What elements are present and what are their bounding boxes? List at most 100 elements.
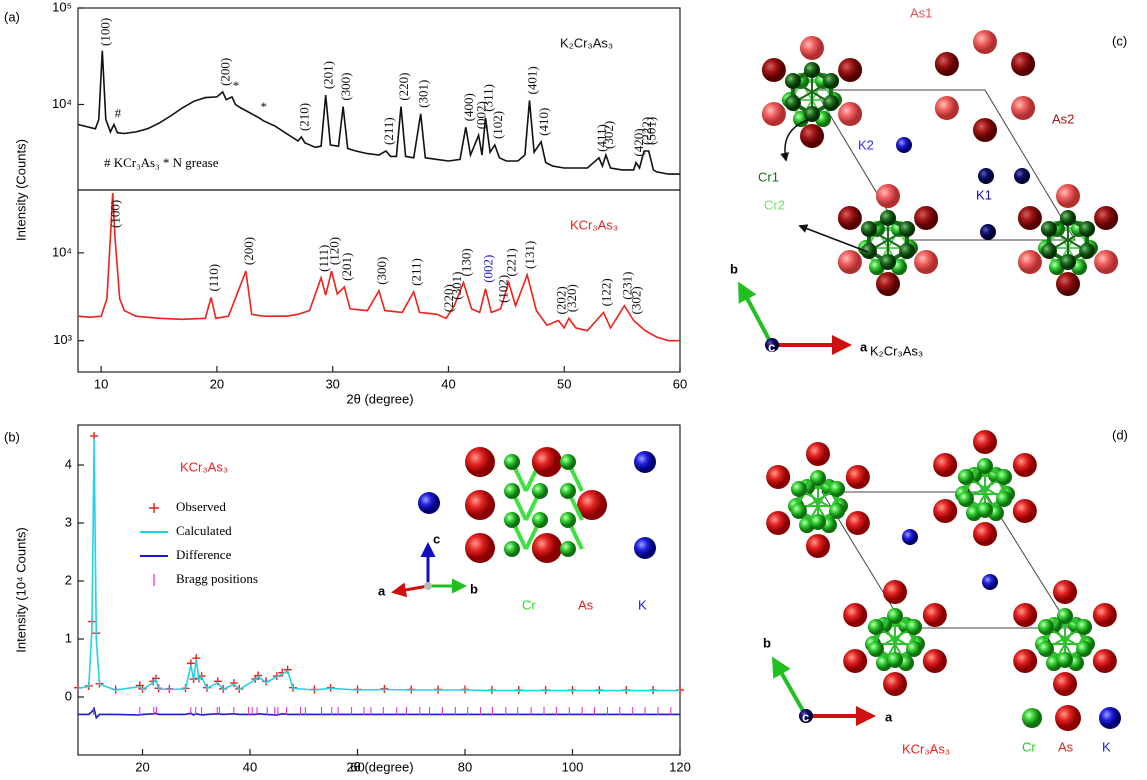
peak-label: (301)	[416, 80, 431, 108]
atom	[996, 491, 1012, 507]
peak-label: (302)	[629, 286, 644, 314]
atom	[504, 512, 520, 528]
y-tick-label: 10⁴	[52, 244, 72, 259]
peak-label: (131)	[522, 241, 537, 269]
atom	[876, 272, 900, 296]
peak-label: (401)	[524, 66, 539, 94]
atom	[980, 224, 996, 240]
atom	[906, 619, 922, 635]
peak-label: *	[261, 99, 268, 114]
atom	[785, 73, 801, 89]
legend-label: Calculated	[176, 523, 232, 538]
structure-title: K₂Cr₃As₃	[870, 343, 923, 358]
x-tick-label: 100	[562, 759, 584, 774]
atom	[1011, 52, 1035, 76]
legend-label: Bragg positions	[176, 571, 258, 586]
atom	[1053, 580, 1077, 604]
note: # KCr₃As₃ * N grease	[104, 155, 219, 170]
atom	[838, 206, 862, 230]
y-axis-label: Intensity (Counts)	[13, 139, 28, 241]
atom	[914, 206, 938, 230]
atom	[1099, 707, 1121, 729]
atom	[1055, 705, 1081, 731]
atom	[1038, 619, 1054, 635]
atom	[806, 534, 830, 558]
atom-label: Cr	[522, 597, 536, 612]
peak-label: (311)	[480, 84, 495, 112]
peak-label: (221)	[504, 248, 519, 276]
atom	[1094, 206, 1118, 230]
peak-label: (302)	[601, 121, 616, 149]
legend-label: Difference	[176, 547, 232, 562]
atom	[1041, 243, 1057, 259]
series-line	[78, 709, 680, 718]
atom	[899, 243, 915, 259]
atom	[1094, 250, 1118, 274]
x-tick-label: 20	[135, 759, 149, 774]
atom	[1013, 499, 1037, 523]
peak-label: (300)	[338, 72, 353, 100]
atom	[914, 250, 938, 274]
atom	[766, 465, 790, 489]
panel-label: (b)	[4, 429, 20, 444]
atom	[958, 491, 974, 507]
atom	[1056, 272, 1080, 296]
peak-label: (220)	[396, 72, 411, 100]
atom	[1018, 250, 1042, 274]
atom	[806, 442, 830, 466]
atom-label: K2	[858, 137, 874, 152]
axis-letter: c	[433, 531, 440, 546]
atom	[532, 448, 560, 476]
atom	[766, 511, 790, 535]
atom	[978, 168, 994, 184]
atom	[933, 499, 957, 523]
atom	[634, 537, 656, 559]
peak-label: (211)	[381, 117, 396, 145]
atom	[1041, 221, 1057, 237]
atom	[973, 430, 997, 454]
y-tick-label: 10⁵	[52, 0, 72, 14]
atom	[1079, 243, 1095, 259]
atom	[532, 483, 548, 499]
atom	[804, 106, 820, 122]
atom	[1013, 603, 1037, 627]
atom	[1057, 652, 1073, 668]
atom	[829, 503, 845, 519]
peak-label: (410)	[536, 108, 551, 136]
atom	[838, 250, 862, 274]
y-tick-label: 10⁴	[52, 96, 72, 111]
panel-label: (a)	[4, 9, 20, 24]
peak-label: (130)	[458, 248, 473, 276]
atom	[1079, 221, 1095, 237]
peak-label: #	[115, 106, 122, 121]
atom-label: Cr	[1022, 739, 1036, 754]
peak-label: (200)	[241, 237, 256, 265]
atom-label: As	[578, 597, 594, 612]
atom	[887, 652, 903, 668]
chart-title: K₂Cr₃As₃	[560, 35, 613, 50]
y-tick-label: 2	[65, 572, 72, 587]
atom	[838, 102, 862, 126]
atom	[861, 221, 877, 237]
chart-title: KCr₃As₃	[570, 217, 618, 232]
atom	[785, 95, 801, 111]
chart-title: KCr₃As₃	[180, 459, 228, 474]
x-axis-label: 2θ (degree)	[346, 391, 413, 406]
atom	[810, 470, 826, 486]
atom	[1076, 619, 1092, 635]
atom	[829, 481, 845, 497]
atom	[846, 465, 870, 489]
atom	[887, 608, 903, 624]
x-tick-label: 120	[669, 759, 691, 774]
atom	[504, 454, 520, 470]
peak-label: (100)	[108, 200, 123, 228]
x-tick-label: 20	[210, 376, 224, 391]
peak-label: (002)	[480, 255, 495, 283]
atom	[843, 649, 867, 673]
atom	[1038, 641, 1054, 657]
series-line	[78, 439, 680, 691]
atom	[973, 30, 997, 54]
y-tick-label: 4	[65, 456, 72, 471]
atom	[1076, 641, 1092, 657]
atom-label: K	[1102, 739, 1111, 754]
